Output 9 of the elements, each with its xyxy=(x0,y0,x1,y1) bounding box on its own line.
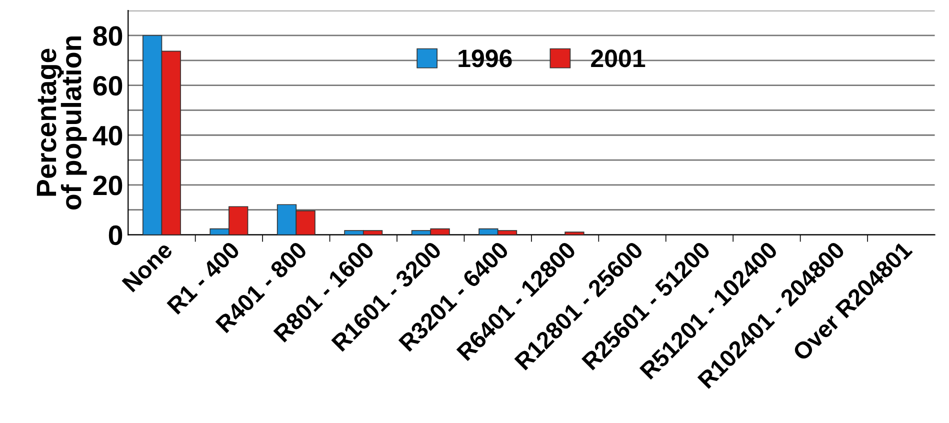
y-tick-label: 80 xyxy=(93,26,122,46)
y-axis-title: Percentage of population xyxy=(36,36,87,210)
bar xyxy=(564,232,584,235)
legend-label: 2001 xyxy=(591,50,646,68)
legend-label: 1996 xyxy=(458,50,512,68)
y-tick-label: 20 xyxy=(93,176,122,196)
y-tick-label: 40 xyxy=(92,126,122,146)
y-tick-label: 60 xyxy=(93,76,122,96)
y-tick-label: 0 xyxy=(108,225,122,246)
